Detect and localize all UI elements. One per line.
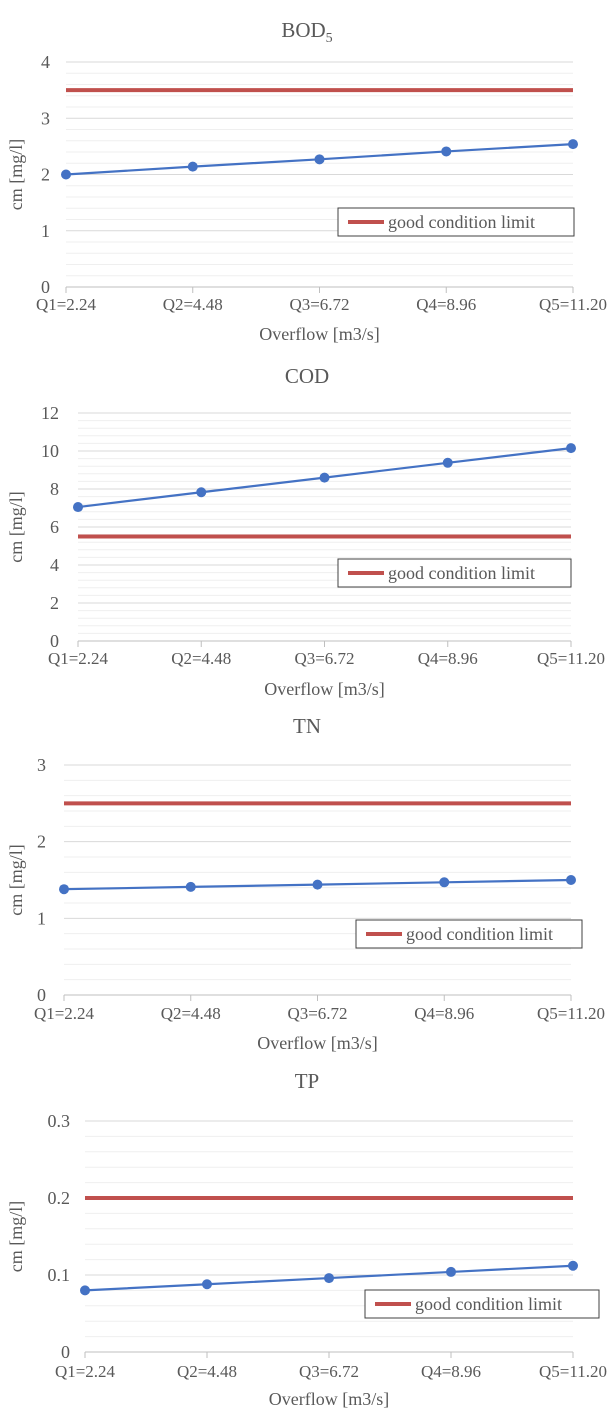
data-point [446,1266,456,1277]
y-tick-label: 0 [41,277,50,297]
y-tick-label: 2 [50,593,59,613]
legend-label: good condition limit [388,563,535,583]
chart-title-main: BOD [281,18,325,42]
data-point [568,1260,578,1271]
y-tick-label: 10 [41,441,59,461]
data-point [566,875,576,885]
legend-label: good condition limit [415,1294,562,1314]
y-axis-label: cm [mg/l] [6,139,26,210]
legend-label: good condition limit [388,212,535,232]
y-tick-label: 0 [61,1342,70,1362]
legend: good condition limit [337,207,575,237]
data-point [185,881,196,892]
chart-title: TP [295,1069,320,1093]
data-point [61,169,71,180]
x-tick-label: Q4=8.96 [414,1004,474,1023]
chart-title: TN [293,714,321,738]
x-tick-label: Q5=11.20 [539,295,607,314]
x-axis-label: Overflow [m3/s] [259,324,379,344]
y-tick-label: 8 [50,479,59,499]
y-axis-label: cm [mg/l] [6,1201,26,1272]
x-tick-label: Q1=2.24 [34,1004,95,1023]
legend-label: good condition limit [406,924,553,944]
chart-cod: COD 0 2 4 6 8 10 12 Q1=2.24 Q2=4.48 Q3=6.72 Q4=8.96… [6,364,605,699]
chart-title-main: TP [295,1069,320,1093]
data-point [319,472,330,483]
data-point [59,884,69,895]
data-point [324,1273,334,1284]
data-point [442,457,453,468]
legend: good condition limit [364,1289,600,1319]
chart-bod: BOD5 0 1 2 3 4 Q1=2.24 Q2=4.48 Q3=6.72 Q4=8.96 Q5=… [6,18,607,344]
x-tick-label: Q4=8.96 [421,1362,481,1381]
y-tick-label: 1 [41,221,50,241]
y-tick-label: 12 [41,403,59,423]
x-tick-label: Q2=4.48 [161,1004,221,1023]
x-tick-label: Q3=6.72 [294,649,354,668]
y-tick-label: 0.2 [48,1188,71,1208]
x-tick-label: Q5=11.20 [539,1362,607,1381]
x-tick-label: Q3=6.72 [289,295,349,314]
data-point [312,879,323,890]
chart-title: BOD5 [281,18,332,46]
data-point [187,161,198,172]
x-axis-label: Overflow [m3/s] [257,1033,377,1053]
x-axis-label: Overflow [m3/s] [269,1389,389,1409]
x-tick-label: Q5=11.20 [537,649,605,668]
y-tick-label: 0.3 [48,1111,71,1131]
x-tick-label: Q5=11.20 [537,1004,605,1023]
chart-tn: TN 0 1 2 3 Q1=2.24 Q2=4.48 Q3=6.72 Q4=8.96 Q5=11.… [6,714,605,1053]
y-tick-label: 0 [50,631,59,651]
data-point [196,487,207,498]
data-point [314,154,325,165]
data-point [566,443,576,454]
y-tick-label: 4 [50,555,59,575]
y-tick-label: 6 [50,517,59,537]
chart-title: COD [285,364,329,388]
y-axis-label: cm [mg/l] [6,844,26,915]
legend: good condition limit [355,919,583,949]
chart-tp: TP 0 0.1 0.2 0.3 Q1=2.24 Q2=4.48 Q3=6.72 Q4=8.96… [6,1069,607,1409]
x-tick-label: Q4=8.96 [416,295,476,314]
y-tick-label: 0 [37,985,46,1005]
x-tick-label: Q1=2.24 [55,1362,116,1381]
x-tick-label: Q2=4.48 [171,649,231,668]
chart-title-main: COD [285,364,329,388]
y-tick-label: 4 [41,52,50,72]
data-point [80,1285,90,1296]
x-tick-label: Q3=6.72 [299,1362,359,1381]
x-axis-label: Overflow [m3/s] [264,679,384,699]
data-point [73,502,83,513]
chart-title-main: TN [293,714,321,738]
y-tick-label: 3 [37,755,46,775]
data-point [441,146,452,157]
y-axis-label: cm [mg/l] [6,491,26,562]
x-tick-label: Q3=6.72 [287,1004,347,1023]
x-tick-label: Q1=2.24 [36,295,97,314]
data-point [568,139,578,150]
y-tick-label: 1 [37,908,46,928]
legend: good condition limit [337,558,572,588]
y-tick-label: 0.1 [48,1265,71,1285]
y-tick-label: 3 [41,108,50,128]
x-tick-label: Q2=4.48 [177,1362,237,1381]
x-tick-label: Q4=8.96 [418,649,478,668]
x-tick-label: Q1=2.24 [48,649,109,668]
x-tick-label: Q2=4.48 [163,295,223,314]
data-point [439,877,450,888]
y-tick-label: 2 [41,165,50,185]
y-tick-label: 2 [37,832,46,852]
data-point [202,1279,212,1290]
chart-title-subscript: 5 [326,31,333,46]
